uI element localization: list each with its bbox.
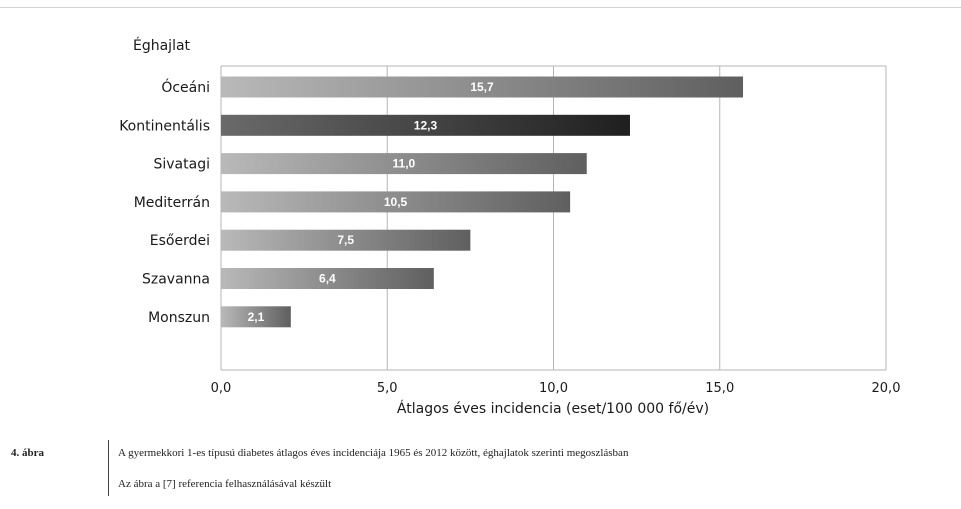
category-label-3: Sivatagi bbox=[154, 157, 211, 173]
category-label-2: Kontinentális bbox=[119, 118, 210, 134]
bars-layer: 15,7 12,3 11,0 10,5 7,5 6,4 2,1 bbox=[221, 76, 744, 328]
category-axis-heading: Éghajlat bbox=[133, 37, 191, 54]
x-tick-label-5: 5,0 bbox=[377, 381, 398, 396]
category-labels: Óceáni Kontinentális Sivatagi Mediterrán Eső… bbox=[119, 78, 210, 326]
grid-layer bbox=[220, 65, 887, 371]
bar-5 bbox=[221, 229, 471, 251]
bar-1 bbox=[221, 76, 744, 98]
x-tick-label-20: 20,0 bbox=[872, 381, 901, 396]
bar-value-label-1: 15,7 bbox=[470, 80, 494, 94]
bar-7 bbox=[221, 306, 291, 328]
figure-source: Az ábra a [7] referencia felhasználásáva… bbox=[118, 478, 332, 490]
bar-3 bbox=[221, 153, 587, 175]
category-label-1: Óceáni bbox=[161, 78, 210, 96]
category-label-4: Mediterrán bbox=[134, 195, 210, 211]
bar-value-label-4: 10,5 bbox=[384, 195, 408, 209]
bar-2 bbox=[221, 114, 630, 136]
figure-caption: A gyermekkori 1-es típusú diabetes átlag… bbox=[118, 447, 629, 459]
bar-value-label-6: 6,4 bbox=[319, 272, 336, 286]
category-label-6: Szavanna bbox=[142, 272, 210, 288]
x-tick-label-10: 10,0 bbox=[539, 381, 568, 396]
figure-number: 4. ábra bbox=[11, 447, 44, 459]
bar-value-label-5: 7,5 bbox=[337, 233, 354, 247]
x-tick-label-15: 15,0 bbox=[705, 381, 734, 396]
bar-value-label-2: 12,3 bbox=[414, 118, 438, 132]
bar-value-label-3: 11,0 bbox=[393, 157, 416, 171]
bar-6 bbox=[221, 268, 434, 289]
bar-value-label-7: 2,1 bbox=[248, 310, 265, 324]
top-divider bbox=[0, 7, 961, 8]
x-axis-title: Átlagos éves incidencia (eset/100 000 fő… bbox=[397, 400, 709, 417]
bar-4 bbox=[221, 191, 571, 213]
x-axis-ticks: 0,0 5,0 10,0 15,0 20,0 bbox=[211, 381, 901, 396]
category-label-5: Esőerdei bbox=[150, 233, 210, 249]
caption-divider bbox=[108, 440, 109, 496]
incidence-bar-chart: Éghajlat 15,7 12,3 11,0 10,5 7,5 6,4 2,1 Óceán… bbox=[119, 37, 901, 417]
category-label-7: Monszun bbox=[148, 310, 210, 326]
x-tick-label-0: 0,0 bbox=[211, 381, 232, 396]
